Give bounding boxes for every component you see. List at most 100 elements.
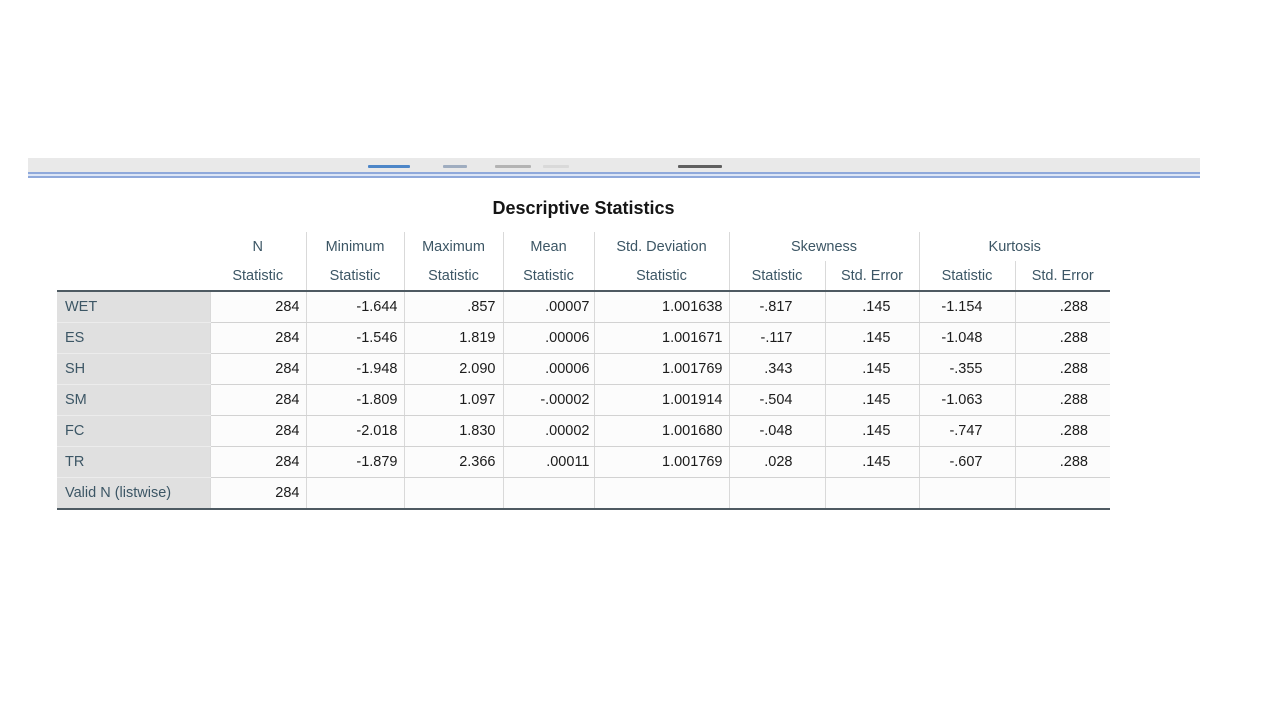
toolbar-fragment-blue: [368, 165, 410, 168]
row-label: FC: [57, 415, 210, 447]
column-sub-header: Statistic: [403, 261, 503, 291]
cell-value: -1.879: [305, 446, 404, 478]
column-group-header: Maximum: [403, 232, 503, 261]
toolbar-fragment-slate: [443, 165, 467, 168]
cell-value: 1.001769: [593, 446, 729, 478]
cell-value: -.747: [918, 415, 1015, 447]
cell-value: -1.063: [918, 384, 1015, 416]
cell-value: 1.001671: [593, 322, 729, 354]
cell-value: -.355: [918, 353, 1015, 385]
column-group-header: Std. Deviation: [593, 232, 729, 261]
cell-value: .00006: [502, 353, 594, 385]
cell-value: -2.018: [305, 415, 404, 447]
cell-value: 284: [209, 291, 306, 323]
column-sub-header: Std. Error: [824, 261, 919, 291]
cell-value: 1.001769: [593, 353, 729, 385]
cell-value: .288: [1014, 322, 1110, 354]
cell-value: .00002: [502, 415, 594, 447]
row-label: WET: [57, 291, 210, 323]
cell-value: 284: [209, 384, 306, 416]
column-sub-header: Statistic: [502, 261, 594, 291]
toolbar-strip: [28, 158, 1200, 172]
column-sub-header: Statistic: [728, 261, 825, 291]
table-row: FC 284 -2.018 1.830.00002 1.001680 -.048.145-…: [57, 415, 1110, 447]
cell-value: .145: [824, 291, 919, 323]
column-group-header: Minimum: [305, 232, 404, 261]
cell-value: -1.154: [918, 291, 1015, 323]
cell-value: -1.048: [918, 322, 1015, 354]
cell-value: 2.366: [403, 446, 503, 478]
table-title: Descriptive Statistics: [492, 198, 675, 218]
cell-value: .343: [728, 353, 825, 385]
cell-value: 1.097: [403, 384, 503, 416]
cell-value: .145: [824, 446, 919, 478]
column-sub-header: Statistic: [210, 261, 306, 291]
cell-value: .288: [1014, 353, 1110, 385]
toolbar-fragment-faint: [543, 165, 569, 168]
cell-value: 2.090: [403, 353, 503, 385]
table-row: Valid N (listwise) 284: [57, 477, 1110, 509]
window-divider-line: [28, 172, 1200, 178]
column-group-header: Skewness: [728, 232, 919, 261]
cell-value: .028: [728, 446, 825, 478]
cell-value: .145: [824, 384, 919, 416]
table-row: SH 284 -1.948 2.090.00006 1.001769.343.145 -.…: [57, 353, 1110, 385]
cell-value: .145: [824, 415, 919, 447]
cell-value: -.117: [728, 322, 825, 354]
cell-value: .00011: [502, 446, 594, 478]
cell-value: [593, 477, 729, 509]
cell-value: .00007: [502, 291, 594, 323]
column-sub-header: Statistic: [918, 261, 1015, 291]
column-group-header: N: [210, 232, 306, 261]
column-sub-header: Std. Error: [1014, 261, 1110, 291]
cell-value: .145: [824, 353, 919, 385]
row-label: TR: [57, 446, 210, 478]
cell-value: .288: [1014, 291, 1110, 323]
cell-value: .857: [403, 291, 503, 323]
cell-value: [1014, 477, 1110, 509]
cell-value: 284: [209, 477, 306, 509]
cell-value: 284: [209, 353, 306, 385]
cell-value: 1.830: [403, 415, 503, 447]
cell-value: -.504: [728, 384, 825, 416]
descriptives-table[interactable]: N Minimum Maximum Mean Std. Deviation Skewnes…: [57, 232, 1110, 510]
cell-value: .00006: [502, 322, 594, 354]
cell-value: -1.546: [305, 322, 404, 354]
table-row: TR 284 -1.879 2.366.00011 1.001769.028.145 -.…: [57, 446, 1110, 478]
toolbar-fragment-gray: [495, 165, 531, 168]
cell-value: .288: [1014, 384, 1110, 416]
cell-value: 1.001638: [593, 291, 729, 323]
corner-header: [57, 232, 210, 291]
column-sub-header: Statistic: [593, 261, 729, 291]
cell-value: 284: [209, 446, 306, 478]
cell-value: .145: [824, 322, 919, 354]
cell-value: 1.001680: [593, 415, 729, 447]
row-label: Valid N (listwise): [57, 477, 210, 509]
column-sub-header: Statistic: [305, 261, 404, 291]
column-group-header: Kurtosis: [918, 232, 1110, 261]
cell-value: .288: [1014, 415, 1110, 447]
row-label: SM: [57, 384, 210, 416]
cell-value: -.00002: [502, 384, 594, 416]
table-row: ES 284 -1.546 1.819.00006 1.001671 -.117.145-…: [57, 322, 1110, 354]
row-label: ES: [57, 322, 210, 354]
cell-value: [824, 477, 919, 509]
cell-value: 1.819: [403, 322, 503, 354]
cell-value: [502, 477, 594, 509]
cell-value: -.607: [918, 446, 1015, 478]
cell-value: [728, 477, 825, 509]
cell-value: -1.948: [305, 353, 404, 385]
table-row: WET 284 -1.644.857.00007 1.001638 -.817.145-…: [57, 291, 1110, 323]
cell-value: -.048: [728, 415, 825, 447]
cell-value: 284: [209, 415, 306, 447]
cell-value: [403, 477, 503, 509]
cell-value: 284: [209, 322, 306, 354]
cell-value: 1.001914: [593, 384, 729, 416]
cell-value: [918, 477, 1015, 509]
cell-value: .288: [1014, 446, 1110, 478]
cell-value: -.817: [728, 291, 825, 323]
cell-value: -1.809: [305, 384, 404, 416]
row-label: SH: [57, 353, 210, 385]
cell-value: -1.644: [305, 291, 404, 323]
table-row: SM 284 -1.809 1.097 -.00002 1.001914 -.504.145…: [57, 384, 1110, 416]
